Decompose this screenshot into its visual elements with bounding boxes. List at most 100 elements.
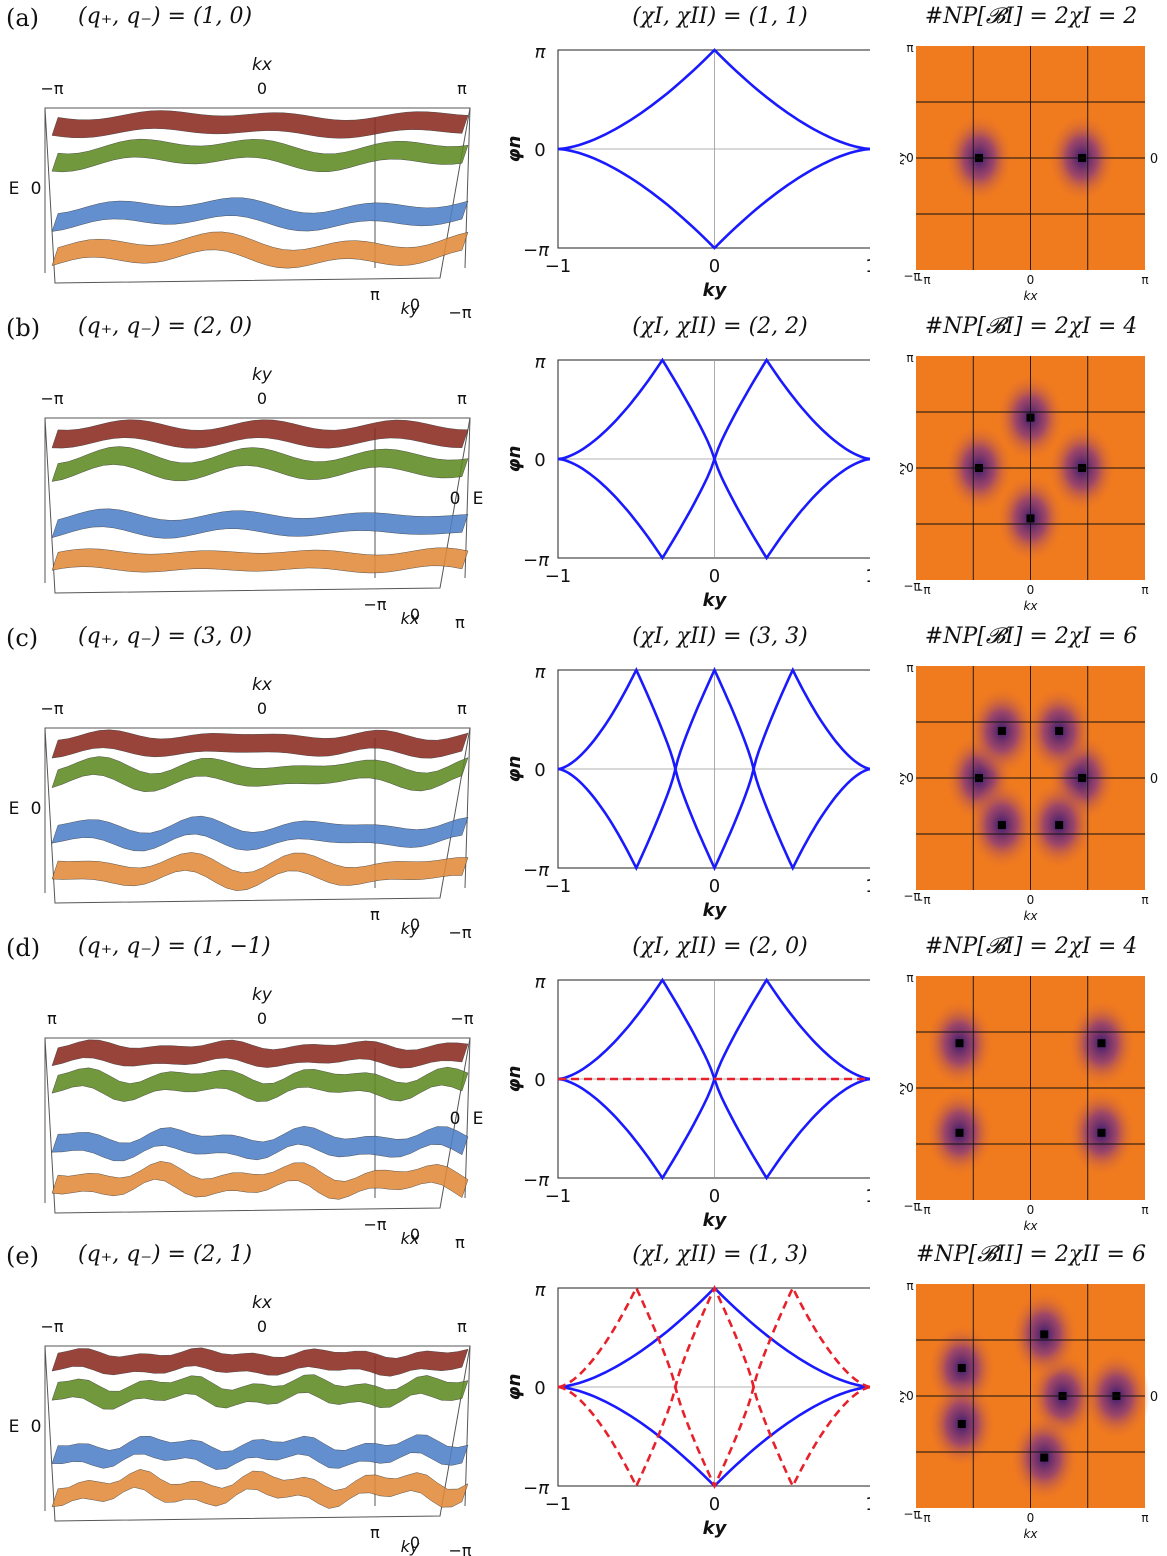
chi-title: (χI, χII) = (1, 1) — [632, 4, 808, 29]
svg-text:0: 0 — [257, 79, 267, 98]
nodal-point-map: π 0 −π−π 0 π kx ky — [900, 351, 1149, 613]
svg-text:−π: −π — [523, 1170, 550, 1191]
svg-text:π: π — [370, 285, 380, 304]
svg-text:π: π — [457, 699, 467, 718]
svg-text:−π: −π — [448, 303, 471, 318]
band-structure-plot: kx−π 0 πE 0π0 −πky — [9, 1293, 472, 1556]
svg-text:−π: −π — [450, 1009, 473, 1028]
np-title: #NP[𝓑I] = 2χI = 6 — [924, 624, 1138, 649]
charge-label: (q₊, q₋) = (2, 0) — [78, 314, 253, 339]
svg-text:kx: kx — [252, 55, 273, 75]
svg-text:−π: −π — [40, 699, 63, 718]
svg-text:1: 1 — [865, 876, 870, 897]
svg-text:−π: −π — [903, 579, 920, 593]
np-title: #NP[𝓑I] = 2χI = 4 — [924, 934, 1138, 959]
np-title: #NP[𝓑I] = 2χI = 4 — [924, 314, 1138, 339]
svg-text:0: 0 — [410, 605, 420, 624]
svg-text:−1: −1 — [545, 256, 572, 277]
svg-text:φn: φn — [510, 446, 525, 473]
lower-branch — [557, 455, 870, 561]
band-blue — [51, 815, 469, 852]
svg-text:φn: φn — [510, 1374, 525, 1401]
svg-text:0: 0 — [709, 256, 720, 277]
band-blue — [51, 1125, 469, 1162]
svg-text:0: 0 — [1150, 772, 1158, 787]
svg-text:ky: ky — [252, 985, 273, 1005]
lower-branch — [557, 1075, 870, 1181]
figure-row: (e) (q₊, q₋) = (2, 1) (χI, χII) = (1, 3) #N… — [0, 1242, 1167, 1556]
panel-label: (b) — [6, 314, 41, 342]
charge-label: (q₊, q₋) = (3, 0) — [78, 624, 253, 649]
svg-text:−1: −1 — [545, 1494, 572, 1515]
svg-text:π: π — [535, 352, 547, 373]
svg-text:π: π — [1141, 1203, 1148, 1217]
svg-text:ky: ky — [703, 590, 728, 611]
svg-text:ky: ky — [703, 280, 728, 301]
band-orange — [51, 231, 469, 269]
wilson-loop-chart: π 0 −π−1 0 1 ky φn — [510, 972, 870, 1231]
lower-branch — [557, 147, 870, 250]
svg-text:0: 0 — [906, 1081, 914, 1095]
svg-text:E: E — [9, 799, 20, 819]
band-green — [51, 138, 469, 173]
svg-text:π: π — [906, 351, 913, 365]
svg-text:π: π — [535, 972, 547, 993]
svg-text:−π: −π — [523, 550, 550, 571]
panel-label: (e) — [6, 1242, 39, 1270]
svg-text:0: 0 — [709, 1494, 720, 1515]
upper-branch — [557, 1286, 870, 1389]
svg-text:ky: ky — [401, 919, 420, 938]
svg-text:π: π — [457, 1317, 467, 1336]
svg-text:0: 0 — [1027, 893, 1035, 907]
band-orange — [51, 852, 469, 891]
nodal-point — [1040, 1330, 1049, 1339]
solid-blue-series — [557, 666, 870, 872]
upper-branch — [557, 1284, 870, 1393]
svg-text:π: π — [457, 389, 467, 408]
svg-text:ky: ky — [703, 1518, 728, 1539]
svg-text:0: 0 — [534, 1378, 545, 1399]
lower-branch — [557, 1385, 870, 1488]
nodal-point — [1040, 1453, 1049, 1462]
nodal-point — [1097, 1039, 1106, 1048]
wilson-loop-chart: π 0 −π−1 0 1 ky φn — [510, 1280, 870, 1539]
nodal-point — [955, 1039, 964, 1048]
panel-label: (c) — [6, 624, 39, 652]
band-red — [51, 110, 469, 139]
band-orange — [51, 547, 469, 574]
svg-text:−π: −π — [448, 1541, 471, 1556]
svg-text:0: 0 — [906, 771, 914, 785]
svg-text:0: 0 — [257, 1009, 267, 1028]
svg-text:0: 0 — [257, 1317, 267, 1336]
svg-text:0: 0 — [1027, 583, 1035, 597]
np-title: #NP[𝓑I] = 2χI = 2 — [924, 4, 1138, 29]
band-red — [51, 1039, 469, 1069]
svg-text:0: 0 — [906, 151, 914, 165]
band-green — [51, 1374, 469, 1410]
svg-text:E: E — [9, 1417, 20, 1437]
svg-text:ky: ky — [900, 460, 907, 475]
map-gridlines — [916, 666, 1145, 890]
svg-text:0: 0 — [906, 1389, 914, 1403]
svg-text:0: 0 — [450, 489, 461, 509]
map-gridlines — [916, 46, 1145, 270]
svg-text:0: 0 — [906, 461, 914, 475]
svg-text:−π: −π — [913, 893, 930, 907]
band-blue — [51, 1434, 469, 1470]
band-green — [51, 1066, 469, 1102]
svg-text:0: 0 — [31, 179, 42, 199]
svg-text:−π: −π — [363, 595, 386, 614]
svg-text:kx: kx — [252, 1293, 273, 1313]
svg-text:π: π — [906, 41, 913, 55]
band-structure-plot: kyπ 0 −π0 E−π0 πkx — [44, 985, 483, 1248]
band-red — [51, 419, 469, 449]
chi-title: (χI, χII) = (1, 3) — [632, 1242, 808, 1267]
svg-text:φn: φn — [510, 756, 525, 783]
svg-text:kx: kx — [252, 675, 273, 695]
svg-text:0: 0 — [1027, 1511, 1035, 1525]
svg-text:π: π — [370, 905, 380, 924]
svg-text:kx: kx — [1023, 599, 1038, 613]
charge-label: (q₊, q₋) = (2, 1) — [78, 1242, 253, 1267]
svg-text:φn: φn — [510, 1066, 525, 1093]
wilson-loop-chart: π 0 −π−1 0 1 ky φn — [510, 352, 870, 611]
